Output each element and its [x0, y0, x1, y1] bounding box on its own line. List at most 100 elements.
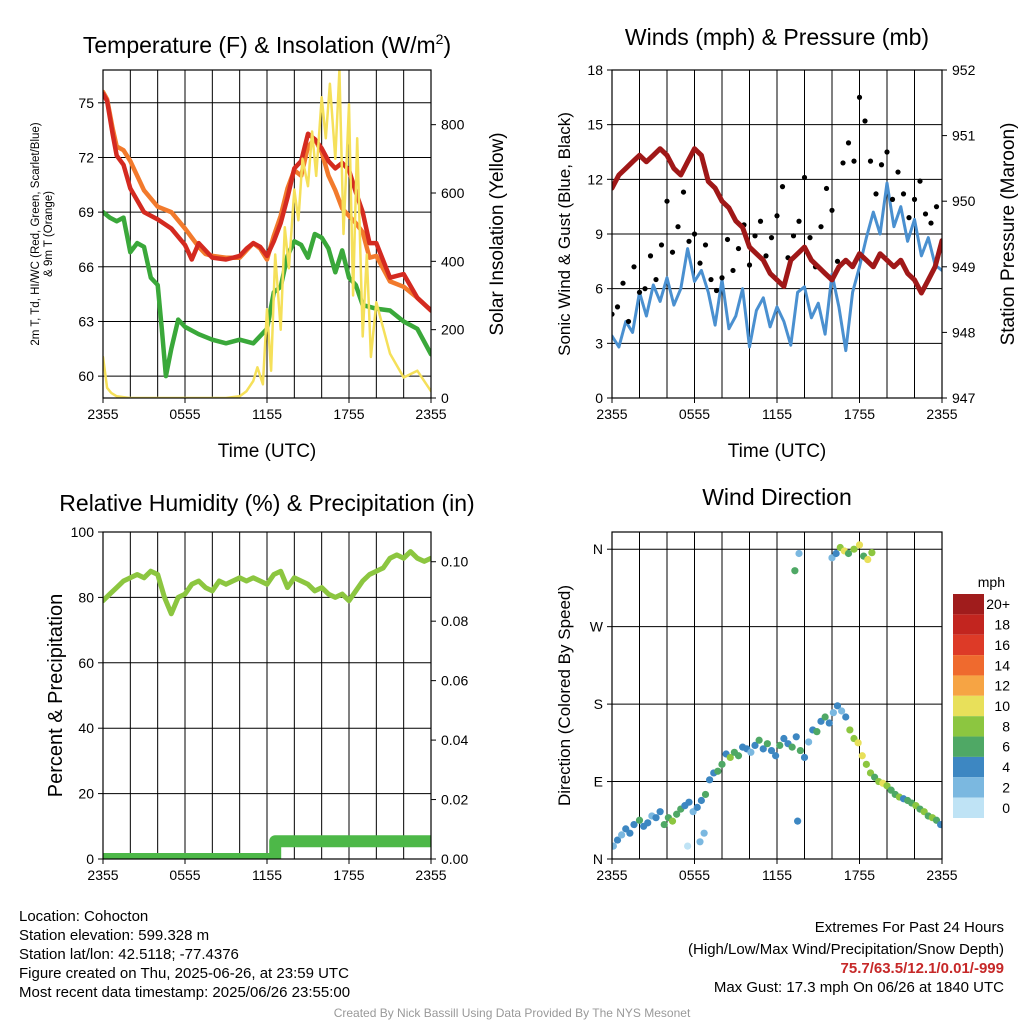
x-tick-label: 2355: [415, 406, 446, 422]
direction-point: [685, 798, 693, 806]
gust-point: [614, 304, 621, 310]
gust-point: [625, 318, 632, 325]
gust-point: [801, 174, 808, 181]
direction-point: [780, 734, 788, 743]
colorbar-label: 6: [1002, 739, 1010, 755]
y2-axis-label: Station Pressure (Maroon): [998, 123, 1019, 346]
direction-point: [858, 752, 866, 760]
x-tick-label: 0555: [169, 867, 200, 883]
y2-tick-label: 0.10: [441, 554, 468, 570]
y2-axis-label: Solar Insolation (Yellow): [487, 132, 508, 335]
y-axis-label: Sonic Wind & Gust (Blue, Black): [555, 112, 574, 356]
y2-tick-label: 951: [952, 128, 976, 144]
gust-point: [878, 162, 885, 168]
gust-point: [675, 224, 681, 230]
direction-point: [772, 752, 780, 760]
colorbar-label: 12: [994, 678, 1010, 694]
colorbar-label: 10: [994, 698, 1010, 714]
elevation-text: Station elevation: 599.328 m: [19, 927, 210, 944]
gust-point: [873, 191, 879, 197]
colorbar-swatch: [953, 736, 984, 757]
x-tick-label: 1155: [252, 867, 282, 883]
max-gust-text: Max Gust: 17.3 mph On 06/26 at 1840 UTC: [713, 979, 1004, 996]
created-text: Figure created on Thu, 2025-06-26, at 23…: [19, 965, 349, 982]
gust-point: [730, 267, 736, 274]
direction-point: [668, 817, 677, 825]
colorbar-swatch: [953, 716, 984, 737]
colorbar-swatch: [953, 756, 984, 778]
direction-point: [726, 753, 734, 762]
direction-point: [838, 707, 846, 715]
gust-point: [818, 224, 824, 230]
data-layer: [612, 94, 942, 353]
y-axis-label: Percent & Precipitation: [45, 594, 67, 797]
direction-point: [832, 549, 840, 558]
colorbar: mph 20+ 18 16 14 12 10 8 6 4 2 0: [953, 574, 1010, 818]
colorbar-swatch: [953, 797, 984, 818]
gust-point: [620, 280, 626, 286]
direction-point: [846, 726, 854, 734]
plot-frame: [611, 69, 943, 399]
direction-point: [844, 549, 853, 558]
gust-point: [653, 276, 659, 283]
gust-point: [834, 258, 841, 264]
direction-point: [635, 816, 644, 824]
gust-point: [895, 169, 901, 175]
colorbar-label: 0: [1002, 800, 1010, 816]
direction-point: [796, 746, 804, 755]
gust-point: [900, 191, 907, 197]
x-tick-label: 2355: [87, 867, 118, 883]
rh-line: [103, 549, 431, 617]
direction-point: [652, 814, 660, 822]
pressure-line: [612, 146, 942, 296]
colorbar-swatch: [953, 655, 984, 676]
y2-tick-label: 0.00: [441, 851, 468, 867]
y-tick-label: 3: [595, 335, 603, 351]
gust-point: [702, 242, 709, 248]
direction-point: [684, 842, 692, 850]
x-tick-label: 1755: [333, 406, 364, 422]
x-axis-label: Time (UTC): [218, 441, 317, 462]
gust-point: [922, 211, 929, 217]
data-layer: [612, 541, 942, 850]
direction-point: [706, 776, 714, 784]
gust-point: [612, 311, 615, 317]
direction-point: [795, 549, 803, 558]
gust-point: [631, 264, 637, 270]
extremes-subtitle: (High/Low/Max Wind/Precipitation/Snow De…: [688, 941, 1004, 958]
direction-point: [660, 820, 668, 829]
gust-point: [807, 235, 813, 241]
y-axis-label: Direction (Colored By Speed): [555, 585, 574, 806]
y2-tick-label: 0.08: [441, 613, 468, 629]
gust-point: [691, 231, 698, 237]
x-tick-label: 2355: [415, 867, 446, 883]
direction-point: [842, 713, 850, 721]
y2-tick-label: 600: [441, 185, 465, 201]
direction-point: [656, 808, 664, 816]
gust-point: [862, 118, 868, 124]
gust-point: [664, 198, 670, 204]
y-tick-label: N: [593, 851, 603, 867]
direction-point: [700, 829, 708, 837]
chart-title: Winds (mph) & Pressure (mb): [625, 24, 929, 50]
x-tick-label: 2355: [596, 867, 627, 883]
winds-panel: Winds (mph) & Pressure (mb) 2355 0555 1155 1…: [555, 24, 1019, 462]
chart-title: Temperature (F) & Insolation (W/m2): [83, 31, 451, 58]
gust-point: [686, 238, 692, 244]
direction-point: [613, 836, 622, 844]
direction-point: [759, 745, 767, 753]
colorbar-label: 2: [1002, 779, 1010, 795]
gust-point: [790, 233, 797, 239]
colorbar-label: 16: [994, 637, 1010, 653]
gust-point: [669, 249, 676, 255]
y2-tick-label: 949: [952, 259, 976, 275]
direction-point: [800, 753, 809, 762]
colorbar-swatch: [953, 614, 984, 635]
direction-point: [862, 760, 870, 768]
y2-tick-label: 0.04: [441, 732, 468, 748]
gust-point: [768, 235, 775, 241]
location-text: Location: Cohocton: [19, 908, 149, 925]
direction-point: [714, 767, 722, 775]
y-tick-label: N: [593, 541, 603, 557]
